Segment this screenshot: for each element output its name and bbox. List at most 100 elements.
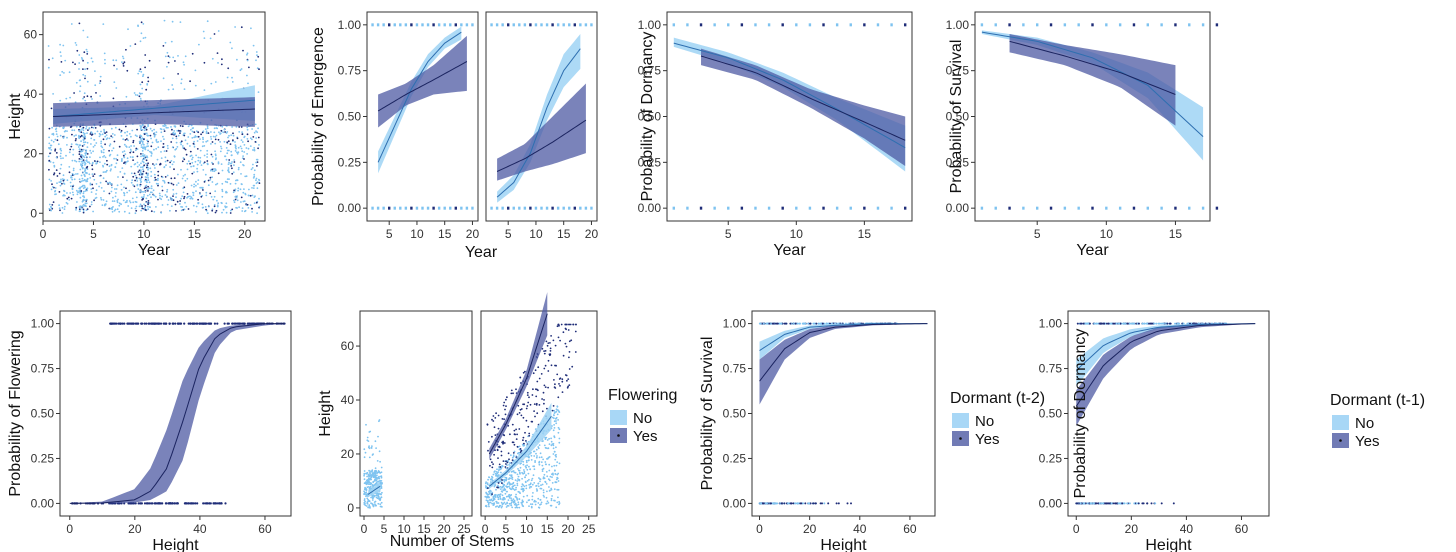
- panel-stems-point: [533, 468, 536, 471]
- panel-height-year-point: [253, 169, 256, 172]
- panel-height-year-point: [104, 135, 107, 138]
- panel-height-year-point: [139, 97, 142, 100]
- panel-height-year-point: [139, 127, 142, 129]
- panel-emergence-data-point: [454, 206, 457, 210]
- panel-height-year-point: [60, 157, 62, 160]
- panel-height-year-point: [255, 177, 258, 180]
- panel-height-year-point: [172, 88, 175, 91]
- panel-height-year-point: [234, 144, 237, 147]
- panel-height-year-point: [238, 206, 241, 209]
- panel-height-year-point: [50, 188, 53, 191]
- panel-survival-height-point: [796, 322, 799, 325]
- panel-height-year-point: [246, 138, 249, 140]
- panel-height-year-point: [78, 148, 81, 151]
- panel-height-year-point: [256, 131, 259, 134]
- panel-height-year-point: [146, 205, 149, 208]
- panel-height-year-point: [136, 180, 139, 182]
- panel-height-year-point: [86, 141, 89, 144]
- panel-stems-point: [554, 344, 557, 347]
- panel-height-year-point: [211, 168, 214, 171]
- panel-height-year-point: [243, 151, 246, 153]
- panel-dormancy-year-data-point: [876, 206, 880, 210]
- panel-height-year-point: [82, 159, 85, 162]
- panel-height-year-point: [78, 54, 81, 56]
- panel-height-year-point: [190, 184, 193, 187]
- panel-survival-height-point: [796, 502, 799, 505]
- panel-height-year-point: [71, 159, 74, 162]
- panel-stems-point: [518, 506, 521, 509]
- panel-stems-point: [515, 493, 517, 496]
- panel-height-year-point: [141, 160, 144, 163]
- panel-stems-point: [373, 472, 376, 474]
- panel-height-year-point: [69, 148, 72, 151]
- panel-emergence-data-point: [551, 206, 554, 210]
- panel-height-year-point: [146, 188, 149, 191]
- panel-stems-point: [520, 449, 523, 452]
- panel-height-year-point: [142, 168, 144, 171]
- panel-flowering-point: [132, 502, 135, 505]
- panel-dormancy-height-point: [1107, 502, 1110, 505]
- panel-height-year-point: [146, 181, 148, 184]
- panel-height-year-point: [91, 162, 94, 165]
- panel-height-year-point: [62, 174, 65, 177]
- panel-dormancy-year-data-point: [781, 206, 784, 210]
- panel-height-year-point: [152, 189, 155, 192]
- panel-height-year-point: [255, 182, 258, 185]
- panel-height-year-xtick-label: 15: [188, 227, 202, 241]
- panel-flowering-point: [176, 502, 179, 505]
- panel-height-year-point: [244, 209, 247, 212]
- panel-emergence-data-point: [573, 23, 576, 27]
- panel-height-year-point: [124, 131, 126, 134]
- panel-survival-height-point: [764, 502, 767, 505]
- panel-height-year-point: [243, 135, 246, 138]
- panel-height-year-point: [143, 187, 146, 190]
- panel-height-year-point: [242, 191, 245, 194]
- panel-stems-point: [510, 392, 513, 395]
- panel-height-year-point: [48, 168, 50, 171]
- panel-height-year-point: [102, 23, 105, 25]
- panel-height-year-point: [122, 199, 125, 202]
- panel-height-year-point: [218, 131, 220, 134]
- panel-stems-point: [561, 378, 564, 381]
- panel-stems-point: [504, 498, 506, 500]
- panel-stems-point: [380, 466, 383, 469]
- panel-height-year-point: [210, 131, 212, 133]
- panel-height-year-point: [150, 137, 153, 140]
- panel-height-year-point: [221, 202, 223, 205]
- panel-height-year-point: [153, 210, 156, 213]
- panel-dormancy-height-point: [1122, 322, 1125, 325]
- panel-height-year-point: [147, 190, 149, 192]
- panel-stems-point: [518, 412, 521, 414]
- panel-height-year-point: [226, 141, 229, 144]
- panel-emergence-data-point: [540, 206, 543, 210]
- panel-dormancy-year-fit-yes: [700, 55, 906, 141]
- panel-survival-height-point: [794, 502, 797, 505]
- panel-stems-point: [376, 460, 379, 462]
- panel-height-year-point: [206, 212, 209, 215]
- panel-height-year-point: [78, 150, 81, 153]
- panel-dormancy-height-band-no: [1076, 323, 1256, 387]
- panel-flowering-point: [252, 322, 255, 325]
- panel-height-year-point: [191, 52, 194, 55]
- panel-stems-point: [375, 479, 378, 482]
- panel-stems-point: [505, 460, 507, 463]
- panel-height-year-point: [179, 203, 181, 205]
- panel-height-year-point: [50, 149, 53, 151]
- panel-height-year-point: [145, 176, 148, 179]
- panel-stems-point: [363, 499, 366, 502]
- panel-stems-ytick-label: 20: [341, 447, 355, 461]
- panel-height-year-point: [258, 197, 260, 200]
- panel-height-year-point: [164, 194, 167, 196]
- panel-height-year-point: [208, 205, 210, 208]
- panel-height-year-point: [59, 43, 61, 46]
- panel-stems-point: [512, 392, 514, 395]
- panel-dormancy-year-ytick-label: 0.75: [638, 64, 662, 78]
- panel-stems-point: [538, 404, 541, 406]
- panel-height-year-point: [83, 160, 85, 163]
- panel-flowering-point: [153, 322, 156, 325]
- panel-flowering-point: [140, 322, 143, 325]
- panel-height-year-point: [206, 140, 209, 142]
- panel-height-year-point: [112, 206, 114, 208]
- panel-stems-point: [526, 501, 528, 504]
- panel-stems-point: [566, 379, 568, 382]
